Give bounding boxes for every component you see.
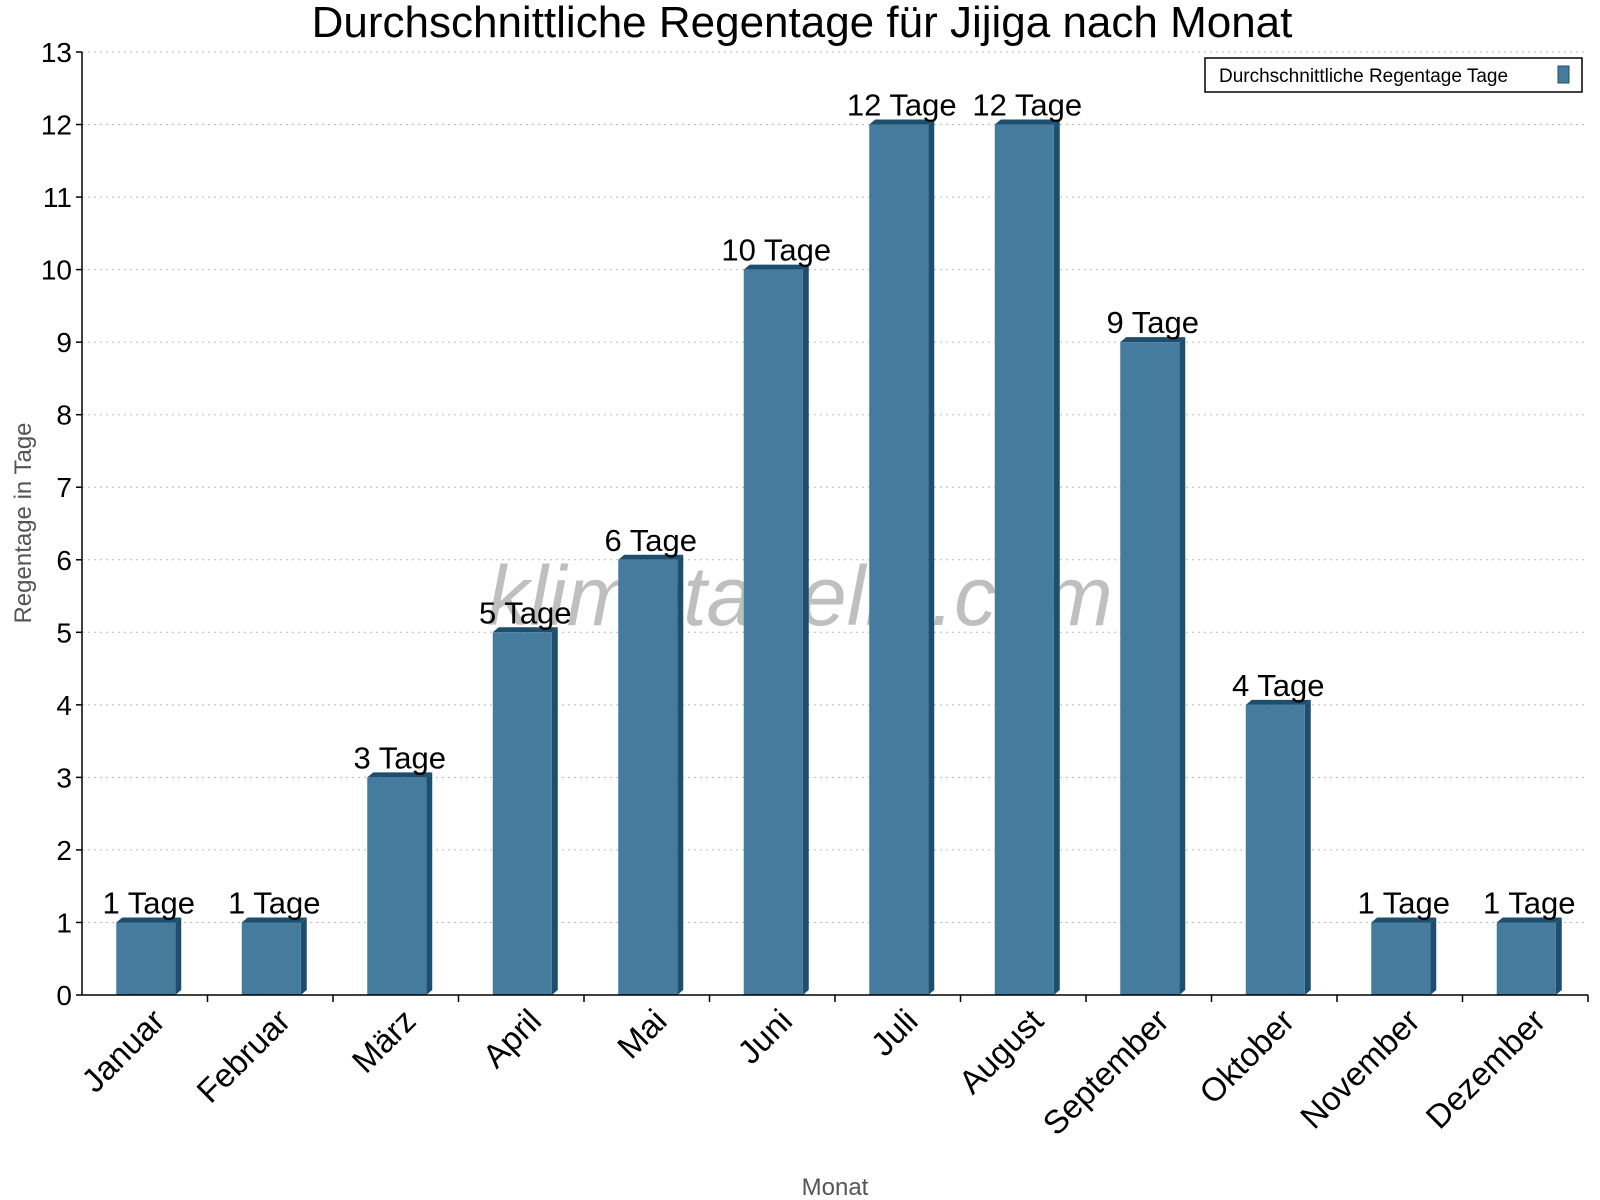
bar-side [1179, 337, 1186, 996]
legend-swatch [1557, 65, 1570, 84]
x-axis-title: Monat [802, 1174, 869, 1200]
data-label: 6 Tage [604, 523, 697, 558]
bar-top [1245, 699, 1311, 705]
bar-top [743, 264, 809, 270]
grid-lines [82, 51, 1588, 923]
data-label: 12 Tage [847, 88, 957, 123]
x-tick-label: November [1293, 1002, 1427, 1136]
x-tick-label: Juli [864, 1002, 925, 1063]
y-tick-label: 2 [56, 835, 72, 866]
y-tick-label: 3 [56, 762, 72, 793]
bar [1496, 922, 1556, 995]
bar-side [1304, 699, 1311, 995]
chart-title: Durchschnittliche Regentage für Jijiga n… [312, 0, 1293, 47]
bar-side [677, 554, 684, 995]
data-label: 12 Tage [972, 88, 1082, 123]
bar [241, 922, 301, 995]
bar-side [175, 917, 182, 995]
bar-top [367, 772, 433, 778]
y-tick-label: 7 [56, 472, 72, 503]
bar-top [994, 119, 1060, 125]
x-tick-label: April [475, 1002, 548, 1075]
bar-top [869, 119, 935, 125]
bar-top [241, 917, 307, 923]
bar-side [928, 119, 935, 996]
data-label: 5 Tage [479, 595, 572, 630]
y-tick-label: 10 [41, 255, 72, 286]
bar-side [300, 917, 307, 995]
y-tick-label: 11 [43, 182, 72, 213]
bar [618, 559, 678, 995]
data-label: 1 Tage [1483, 885, 1576, 920]
x-tick-label: Januar [74, 1002, 172, 1100]
x-tick-label: August [951, 1002, 1050, 1101]
x-tick-label: Dezember [1418, 1002, 1552, 1136]
y-tick-label: 8 [56, 400, 72, 431]
x-tick-label: Juni [730, 1002, 799, 1071]
bar-side [551, 627, 558, 995]
data-label: 1 Tage [1357, 885, 1450, 920]
y-tick-label: 12 [41, 110, 72, 141]
x-tick-label: Februar [189, 1002, 297, 1110]
data-label: 3 Tage [353, 740, 446, 775]
bar-top [1496, 917, 1562, 923]
bar-top [492, 627, 558, 633]
bar [994, 124, 1054, 996]
x-tick-label: Mai [610, 1002, 674, 1066]
bar-top [618, 554, 684, 560]
bar [1371, 922, 1431, 995]
legend-label: Durchschnittliche Regentage Tage [1219, 66, 1508, 87]
bar-top [1371, 917, 1437, 923]
data-label: 9 Tage [1106, 305, 1199, 340]
y-tick-label: 1 [56, 907, 72, 938]
y-tick-label: 0 [56, 980, 72, 1011]
data-label: 4 Tage [1232, 668, 1325, 703]
bar [492, 632, 552, 995]
y-tick-label: 9 [56, 327, 72, 358]
bar [1120, 342, 1180, 996]
bar-side [1053, 119, 1060, 996]
y-tick-label: 6 [56, 545, 72, 576]
bar-top [1120, 337, 1186, 343]
bar [743, 269, 803, 996]
bar [869, 124, 929, 996]
data-label: 1 Tage [102, 885, 195, 920]
bar-top [116, 917, 182, 923]
x-tick-label: März [345, 1002, 423, 1080]
bar-side [1430, 917, 1437, 995]
data-label: 10 Tage [721, 233, 831, 268]
legend-box [1204, 57, 1583, 93]
y-axis-title: Regentage in Tage [10, 422, 37, 623]
bar-side [1555, 917, 1562, 995]
y-tick-label: 13 [41, 37, 72, 68]
bar [1245, 704, 1305, 995]
bar [116, 922, 176, 995]
data-label: 1 Tage [228, 885, 321, 920]
y-tick-label: 4 [56, 690, 72, 721]
bars: 1 Tage 1 Tage 3 Tage 5 Tage 6 Tage 10 Tage 12 … [102, 88, 1576, 996]
y-tick-label: 5 [56, 617, 72, 648]
legend: Durchschnittliche Regentage Tage [1204, 57, 1583, 93]
x-tick-label: Oktober [1192, 1002, 1301, 1111]
bar-side [802, 264, 809, 996]
bar-side [426, 772, 433, 995]
x-tick-label: September [1035, 1002, 1175, 1142]
bar [367, 777, 427, 995]
